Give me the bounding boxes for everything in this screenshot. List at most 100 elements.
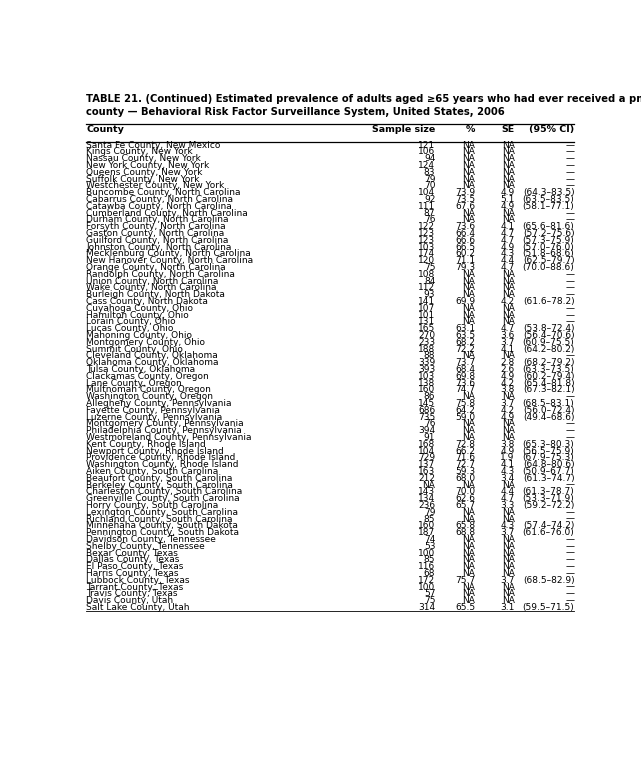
Text: 165: 165: [418, 324, 435, 334]
Text: Clackamas County, Oregon: Clackamas County, Oregon: [86, 372, 209, 381]
Text: —: —: [565, 392, 574, 401]
Text: NA: NA: [502, 569, 515, 578]
Text: Washington County, Rhode Island: Washington County, Rhode Island: [86, 460, 238, 469]
Text: —: —: [565, 556, 574, 565]
Text: 65.5: 65.5: [455, 603, 475, 612]
Text: (56.0–72.4): (56.0–72.4): [523, 406, 574, 415]
Text: Johnston County, North Carolina: Johnston County, North Carolina: [86, 243, 231, 252]
Text: NA: NA: [502, 535, 515, 544]
Text: (61.6–76.0): (61.6–76.0): [522, 528, 574, 537]
Text: —: —: [565, 515, 574, 524]
Text: NA: NA: [502, 215, 515, 224]
Text: Tarrant County, Texas: Tarrant County, Texas: [86, 583, 183, 591]
Text: 100: 100: [418, 583, 435, 591]
Text: 233: 233: [418, 338, 435, 347]
Text: NA: NA: [462, 590, 475, 598]
Text: 4.2: 4.2: [501, 406, 515, 415]
Text: Lubbock County, Texas: Lubbock County, Texas: [86, 576, 190, 585]
Text: Cleveland County, Oklahoma: Cleveland County, Oklahoma: [86, 352, 218, 360]
Text: —: —: [565, 535, 574, 544]
Text: 93: 93: [424, 290, 435, 299]
Text: Philadelphia County, Pennsylvania: Philadelphia County, Pennsylvania: [86, 426, 242, 435]
Text: 3.7: 3.7: [501, 399, 515, 408]
Text: 141: 141: [418, 297, 435, 306]
Text: 63.1: 63.1: [455, 324, 475, 334]
Text: 4.2: 4.2: [501, 379, 515, 387]
Text: 4.7: 4.7: [501, 263, 515, 272]
Text: 112: 112: [418, 283, 435, 293]
Text: 116: 116: [418, 562, 435, 572]
Text: 160: 160: [418, 385, 435, 394]
Text: 64.2: 64.2: [455, 406, 475, 415]
Text: NA: NA: [462, 148, 475, 156]
Text: 4.4: 4.4: [501, 487, 515, 496]
Text: 4.3: 4.3: [501, 522, 515, 531]
Text: Harris County, Texas: Harris County, Texas: [86, 569, 179, 578]
Text: 4.3: 4.3: [501, 467, 515, 476]
Text: Cumberland County, North Carolina: Cumberland County, North Carolina: [86, 208, 248, 218]
Text: Fayette County, Pennsylvania: Fayette County, Pennsylvania: [86, 406, 220, 415]
Text: 686: 686: [418, 406, 435, 415]
Text: —: —: [565, 311, 574, 320]
Text: NA: NA: [462, 168, 475, 177]
Text: NA: NA: [462, 433, 475, 442]
Text: 79: 79: [424, 508, 435, 517]
Text: NA: NA: [502, 277, 515, 286]
Text: Summit County, Ohio: Summit County, Ohio: [86, 345, 183, 354]
Text: (57.3–75.9): (57.3–75.9): [522, 236, 574, 245]
Text: 729: 729: [418, 453, 435, 462]
Text: 2.8: 2.8: [501, 359, 515, 367]
Text: (57.0–76.0): (57.0–76.0): [522, 243, 574, 252]
Text: 100: 100: [418, 549, 435, 558]
Text: NA: NA: [502, 270, 515, 279]
Text: —: —: [565, 290, 574, 299]
Text: 71.6: 71.6: [455, 453, 475, 462]
Text: (58.1–77.1): (58.1–77.1): [522, 202, 574, 211]
Text: NA: NA: [462, 481, 475, 490]
Text: New York County, New York: New York County, New York: [86, 161, 210, 170]
Text: (61.3–74.7): (61.3–74.7): [523, 474, 574, 483]
Text: NA: NA: [502, 583, 515, 591]
Text: 91: 91: [424, 433, 435, 442]
Text: 83: 83: [424, 168, 435, 177]
Text: NA: NA: [462, 290, 475, 299]
Text: Nassau County, New York: Nassau County, New York: [86, 154, 201, 163]
Text: Dallas County, Texas: Dallas County, Texas: [86, 556, 179, 565]
Text: NA: NA: [502, 283, 515, 293]
Text: 188: 188: [418, 345, 435, 354]
Text: 60.2: 60.2: [455, 249, 475, 258]
Text: 53: 53: [424, 542, 435, 551]
Text: NA: NA: [462, 215, 475, 224]
Text: (64.3–83.5): (64.3–83.5): [523, 188, 574, 197]
Text: NA: NA: [502, 352, 515, 360]
Text: 393: 393: [418, 365, 435, 374]
Text: Newport County, Rhode Island: Newport County, Rhode Island: [86, 446, 224, 456]
Text: 3.8: 3.8: [501, 385, 515, 394]
Text: NA: NA: [502, 562, 515, 572]
Text: Kings County, New York: Kings County, New York: [86, 148, 193, 156]
Text: (53.3–71.9): (53.3–71.9): [522, 494, 574, 503]
Text: —: —: [565, 426, 574, 435]
Text: Mahoning County, Ohio: Mahoning County, Ohio: [86, 331, 192, 340]
Text: Oklahoma County, Oklahoma: Oklahoma County, Oklahoma: [86, 359, 219, 367]
Text: —: —: [565, 270, 574, 279]
Text: 68.2: 68.2: [455, 338, 475, 347]
Text: 3.7: 3.7: [501, 528, 515, 537]
Text: 68.8: 68.8: [455, 528, 475, 537]
Text: (63.3–73.5): (63.3–73.5): [522, 365, 574, 374]
Text: 236: 236: [418, 501, 435, 510]
Text: Cabarrus County, North Carolina: Cabarrus County, North Carolina: [86, 195, 233, 204]
Text: 5.1: 5.1: [501, 195, 515, 204]
Text: Lane County, Oregon: Lane County, Oregon: [86, 379, 182, 387]
Text: (51.8–68.6): (51.8–68.6): [522, 249, 574, 258]
Text: —: —: [565, 597, 574, 605]
Text: NA: NA: [502, 208, 515, 218]
Text: NA: NA: [462, 426, 475, 435]
Text: 70.0: 70.0: [455, 487, 475, 496]
Text: (65.4–81.8): (65.4–81.8): [523, 379, 574, 387]
Text: 120: 120: [418, 256, 435, 265]
Text: 85: 85: [424, 556, 435, 565]
Text: NA: NA: [462, 352, 475, 360]
Text: Richland County, South Carolina: Richland County, South Carolina: [86, 515, 233, 524]
Text: 4.7: 4.7: [501, 494, 515, 503]
